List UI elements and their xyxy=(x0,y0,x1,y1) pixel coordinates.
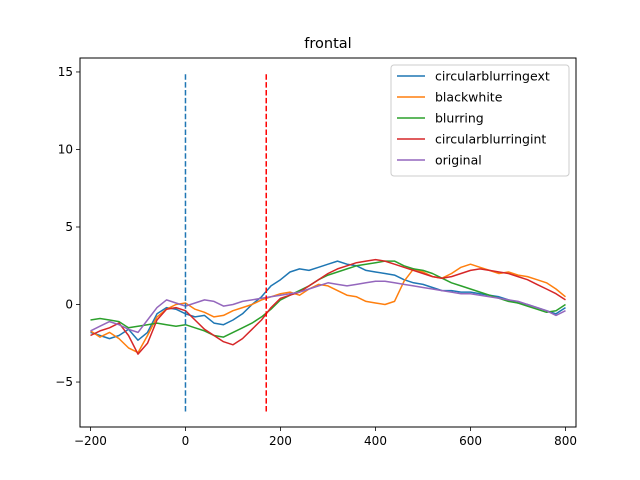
x-tick-label: 800 xyxy=(554,434,577,448)
series-line-circularblurringint xyxy=(90,258,566,355)
series-line-original xyxy=(90,280,566,334)
plot-area xyxy=(90,71,566,412)
y-tick-label: 10 xyxy=(58,142,73,156)
axes-frame xyxy=(79,57,577,428)
legend-label-blurring: blurring xyxy=(435,111,484,126)
x-tick-label: 400 xyxy=(364,434,387,448)
legend-label-blackwhite: blackwhite xyxy=(435,90,503,105)
legend-label-circularblurringext: circularblurringext xyxy=(435,69,550,84)
legend-label-original: original xyxy=(435,153,482,168)
series-line-blurring xyxy=(90,260,566,338)
legend: circularblurringext blackwhite blurring cir… xyxy=(390,64,570,177)
legend-label-circularblurringint: circularblurringint xyxy=(435,132,546,147)
y-tick-label: −5 xyxy=(55,375,73,389)
chart-title: frontal xyxy=(304,36,351,52)
legend-box xyxy=(390,64,570,177)
y-axis: −5 0 5 10 15 xyxy=(55,65,80,389)
x-tick-label: −200 xyxy=(74,434,107,448)
x-axis: −200 0 200 400 600 800 xyxy=(74,427,577,448)
x-tick-label: 600 xyxy=(459,434,482,448)
x-tick-label: 200 xyxy=(269,434,292,448)
x-tick-label: 0 xyxy=(182,434,190,448)
y-tick-label: 15 xyxy=(58,65,73,79)
y-tick-label: 5 xyxy=(65,220,73,234)
y-tick-label: 0 xyxy=(65,298,73,312)
